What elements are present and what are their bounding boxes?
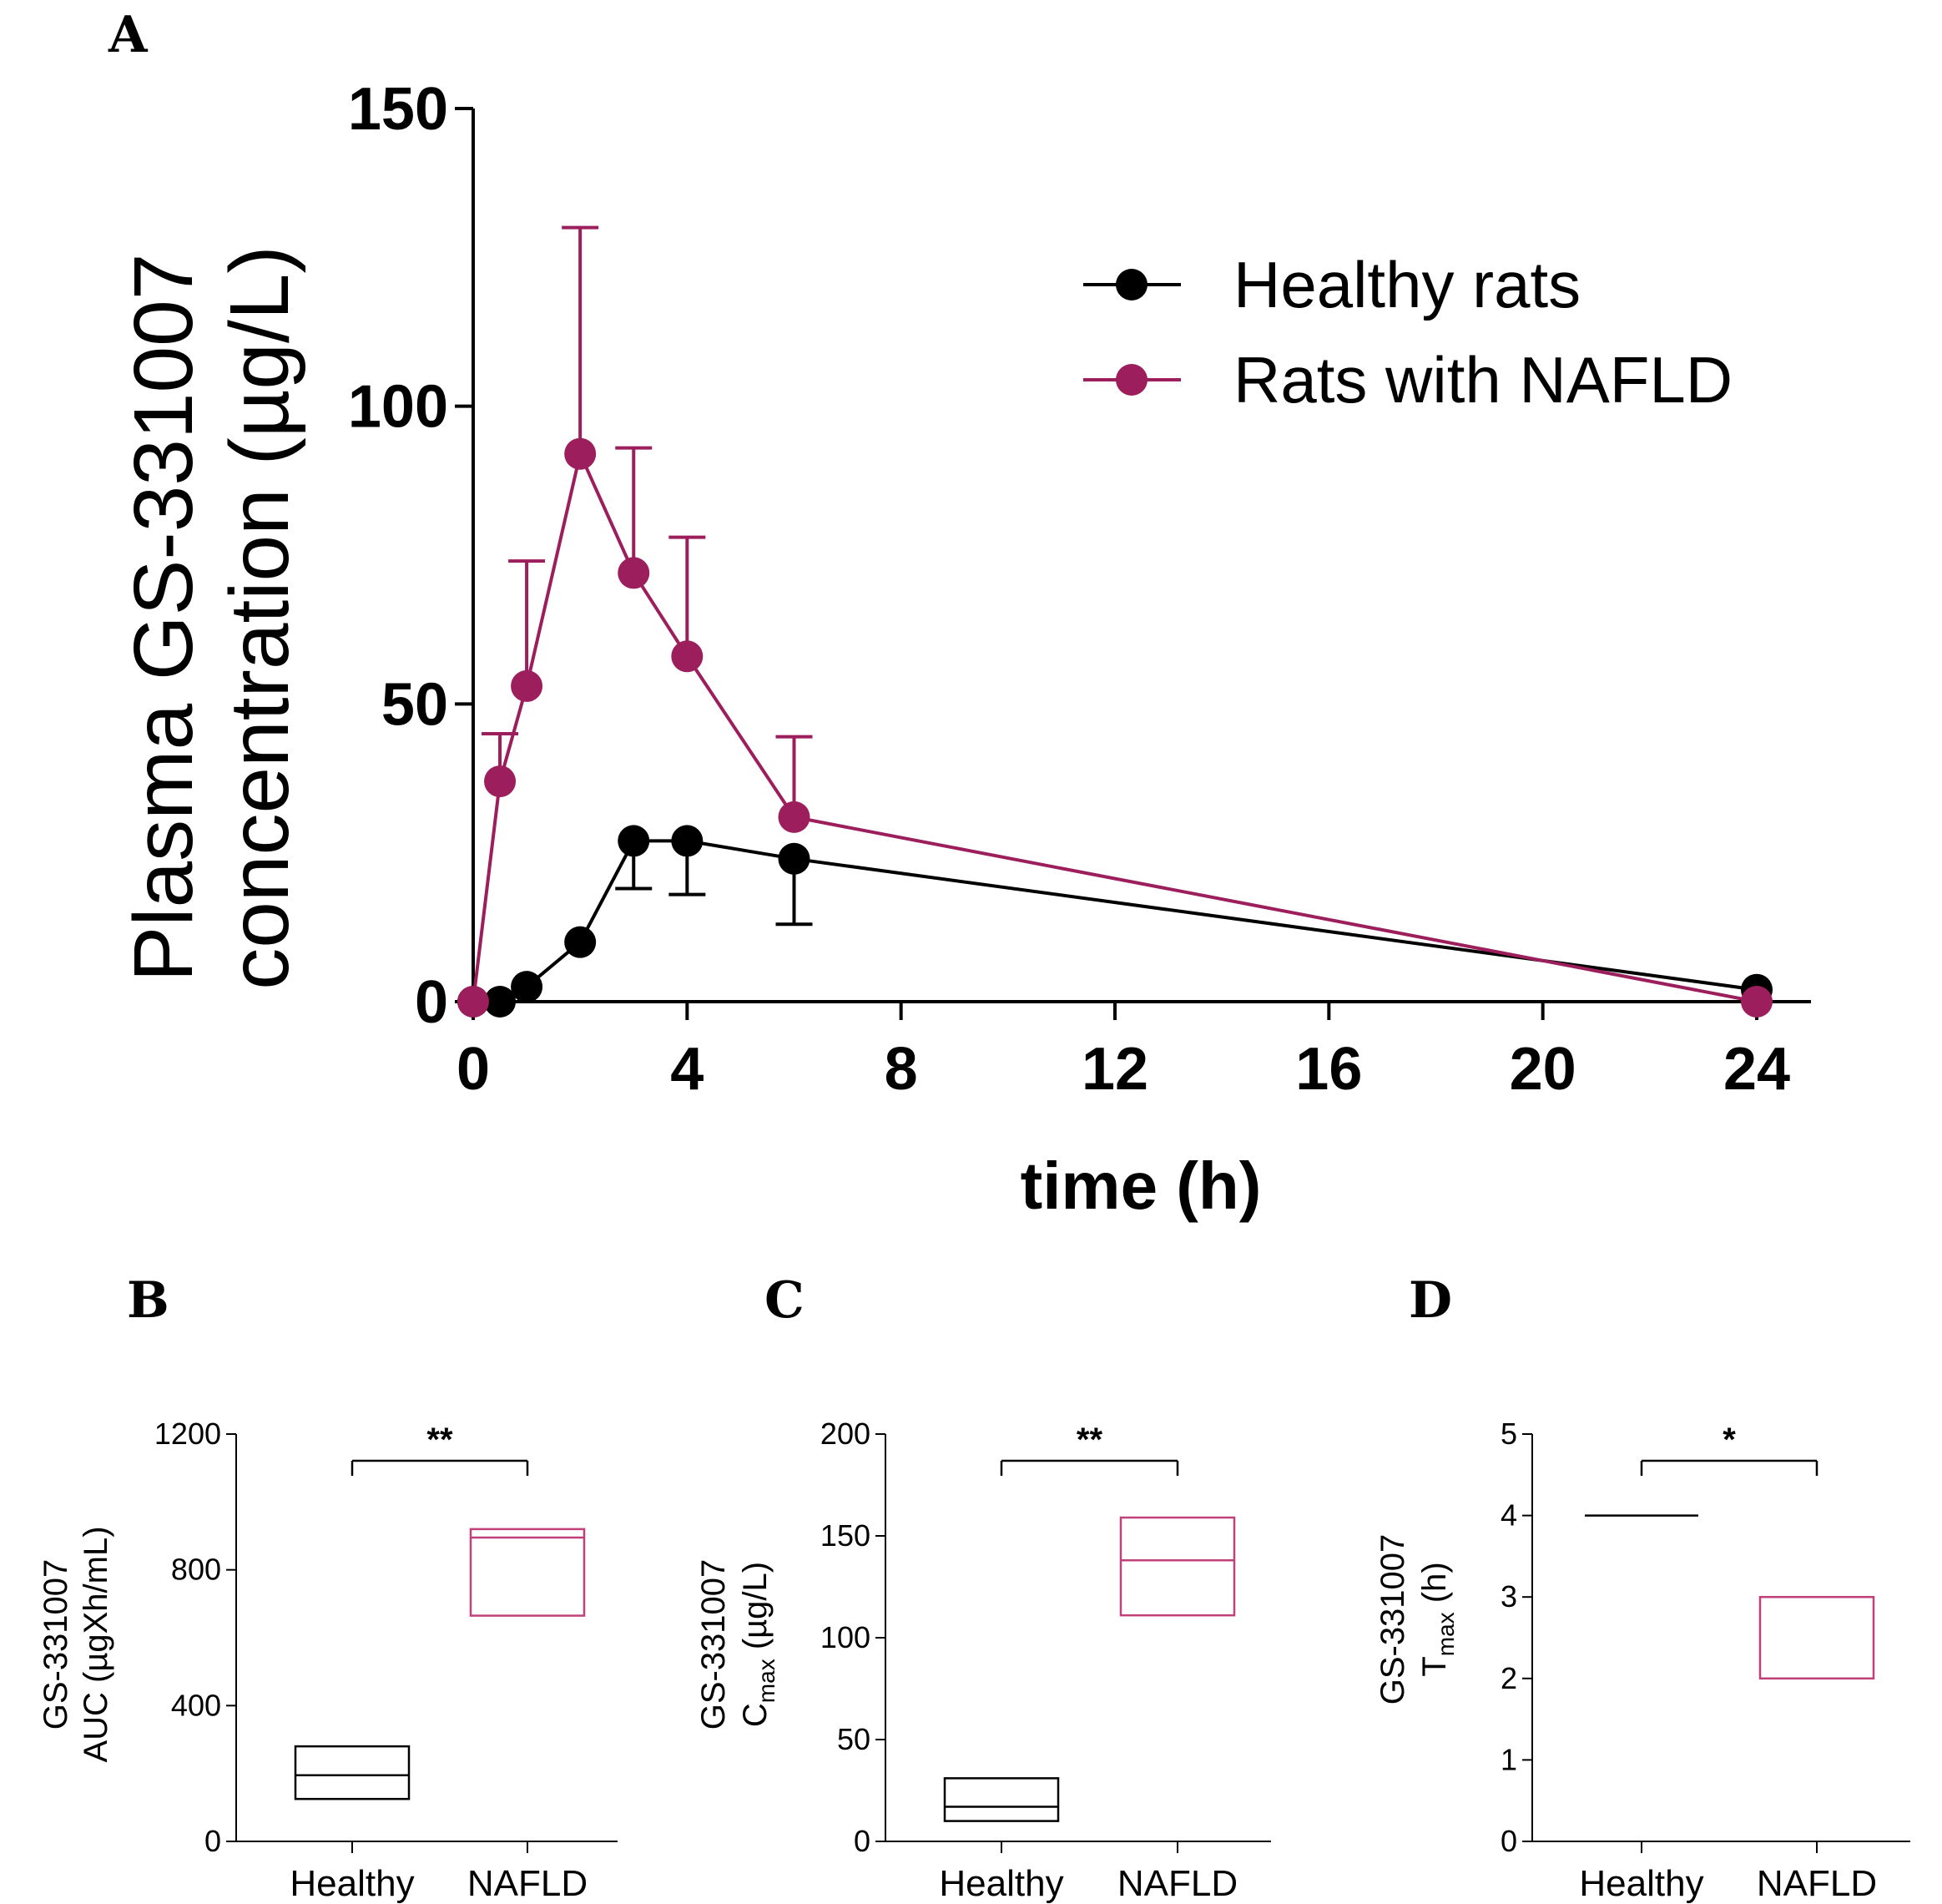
panel-d-ylabel-unit: (h) bbox=[1416, 1562, 1453, 1612]
data-point bbox=[1741, 986, 1773, 1018]
panel-a-y-tick-label: 50 bbox=[381, 671, 448, 738]
data-point bbox=[618, 825, 650, 857]
panel-c-ylabel-unit: (µg/L) bbox=[737, 1562, 774, 1659]
panel-c-x-tick-label: NAFLD bbox=[1117, 1863, 1238, 1904]
panel-b-plot: 0 400 800 1200 Healthy NAFLD ** bbox=[154, 1417, 618, 1904]
legend-marker-healthy bbox=[1116, 269, 1148, 300]
panel-c-box-healthy bbox=[943, 1777, 1060, 1822]
panel-a-x-tick-label: 8 bbox=[885, 1036, 918, 1103]
panel-d-box-nafld bbox=[1758, 1595, 1875, 1680]
legend-label-healthy: Healthy rats bbox=[1233, 248, 1581, 321]
data-point bbox=[618, 557, 650, 589]
data-point bbox=[564, 437, 597, 470]
panel-a-x-tick-label: 12 bbox=[1082, 1036, 1148, 1103]
panel-d-y-tick-label: 1 bbox=[1501, 1742, 1517, 1776]
panel-a-x-tick-label: 24 bbox=[1723, 1036, 1790, 1103]
panel-a-line-chart: 0 50 100 150 0 4 8 12 16 20 24 Plasma GS-331007 co… bbox=[117, 76, 1811, 1223]
series-healthy bbox=[457, 825, 1773, 1018]
panel-c-ylabel-sub: max bbox=[754, 1659, 779, 1703]
data-point bbox=[484, 765, 517, 798]
panel-label-c: C bbox=[764, 1271, 805, 1330]
series-nafld bbox=[457, 225, 1773, 1018]
panel-c-y-tick-label: 100 bbox=[820, 1620, 870, 1654]
panel-b-ylabel-line2: AUC (µgXh/mL) bbox=[78, 1526, 114, 1762]
panel-c-box-chart: 0 50 100 150 200 Healthy NAFLD ** GS-331007 Cma… bbox=[695, 1417, 1271, 1904]
panel-b-x-tick-label: NAFLD bbox=[467, 1863, 588, 1904]
data-point bbox=[671, 640, 704, 673]
panel-a-xlabel: time (h) bbox=[1021, 1149, 1262, 1223]
data-point bbox=[671, 825, 704, 857]
panel-a-ylabel-line2: concentration (µg/L) bbox=[213, 245, 306, 989]
panel-c-y-tick-label: 50 bbox=[837, 1722, 870, 1756]
panel-b-y-tick-label: 800 bbox=[171, 1553, 221, 1587]
panel-a-x-tick-label: 4 bbox=[670, 1036, 704, 1103]
panel-a-y-tick-label: 150 bbox=[348, 76, 448, 143]
panel-a-y-tick-label: 100 bbox=[348, 374, 448, 441]
panel-d-x-tick-label: NAFLD bbox=[1757, 1863, 1877, 1904]
panel-b-box-nafld bbox=[469, 1528, 586, 1617]
panel-c-ylabel-line1: GS-331007 bbox=[695, 1559, 732, 1730]
panel-d-ylabel-line1: GS-331007 bbox=[1375, 1534, 1411, 1705]
panel-c-ylabel-line2: Cmax (µg/L) bbox=[737, 1562, 779, 1727]
data-point bbox=[564, 926, 597, 958]
panel-c-y-tick-label: 200 bbox=[820, 1417, 870, 1451]
panel-d-ylabel-main: T bbox=[1416, 1656, 1453, 1676]
data-point bbox=[511, 971, 543, 1003]
data-point bbox=[511, 669, 543, 702]
panel-a-x-tick-label: 0 bbox=[456, 1036, 490, 1103]
panel-b-x-tick-label: Healthy bbox=[290, 1863, 414, 1904]
panel-a-x-tick-label: 20 bbox=[1510, 1036, 1576, 1103]
panel-a-ylabel-line1: Plasma GS-331007 bbox=[117, 254, 210, 982]
legend-label-nafld: Rats with NAFLD bbox=[1233, 343, 1733, 417]
panel-c-plot: 0 50 100 150 200 Healthy NAFLD ** bbox=[820, 1417, 1271, 1904]
panel-d-significance: * bbox=[1723, 1422, 1736, 1458]
panel-d-y-tick-label: 2 bbox=[1501, 1661, 1517, 1695]
panel-label-d: D bbox=[1409, 1271, 1452, 1330]
panel-d-y-tick-label: 5 bbox=[1501, 1417, 1517, 1451]
panel-d-ylabel-line2: Tmax (h) bbox=[1416, 1562, 1459, 1676]
panel-d-plot: 0 1 2 3 4 5 Healthy NAFLD * bbox=[1501, 1417, 1910, 1904]
panel-c-box-nafld bbox=[1119, 1516, 1236, 1617]
data-point bbox=[778, 842, 810, 875]
panel-label-a: A bbox=[108, 6, 149, 64]
panel-a-legend: Healthy rats Rats with NAFLD bbox=[1083, 248, 1733, 417]
panel-d-ylabel-sub: max bbox=[1433, 1612, 1459, 1656]
panel-c-x-tick-label: Healthy bbox=[939, 1863, 1063, 1904]
panel-label-b: B bbox=[127, 1271, 169, 1330]
panel-d-y-tick-label: 4 bbox=[1501, 1498, 1517, 1533]
panel-a-y-tick-label: 0 bbox=[415, 969, 448, 1036]
panel-d-box-chart: 0 1 2 3 4 5 Healthy NAFLD * GS-331007 Tmax (h) bbox=[1375, 1417, 1910, 1904]
legend-marker-nafld bbox=[1116, 364, 1148, 396]
panel-c-ylabel-main: C bbox=[737, 1703, 774, 1727]
series-line bbox=[473, 839, 1758, 1003]
panel-b-significance: ** bbox=[426, 1422, 453, 1458]
panel-c-y-tick-label: 0 bbox=[854, 1824, 870, 1858]
panel-c-y-tick-label: 150 bbox=[820, 1518, 870, 1553]
data-point bbox=[484, 986, 517, 1018]
panel-a-x-tick-label: 16 bbox=[1295, 1036, 1362, 1103]
panel-b-box-chart: 0 400 800 1200 Healthy NAFLD ** GS-331007 AUC … bbox=[38, 1417, 618, 1904]
panel-b-ylabel-line1: GS-331007 bbox=[38, 1559, 74, 1730]
panel-a-axes: 0 50 100 150 0 4 8 12 16 20 24 bbox=[348, 76, 1811, 1103]
panel-d-y-tick-label: 3 bbox=[1501, 1579, 1517, 1614]
series-line bbox=[472, 448, 1758, 1003]
panel-c-significance: ** bbox=[1077, 1422, 1103, 1458]
panel-b-y-tick-label: 400 bbox=[171, 1688, 221, 1722]
panel-d-x-tick-label: Healthy bbox=[1579, 1863, 1703, 1904]
panel-a-series bbox=[457, 225, 1773, 1018]
panel-b-y-tick-label: 1200 bbox=[154, 1417, 221, 1451]
data-point bbox=[778, 800, 810, 833]
panel-d-y-tick-label: 0 bbox=[1501, 1824, 1517, 1858]
panel-b-box-healthy bbox=[294, 1745, 411, 1800]
panel-b-y-tick-label: 0 bbox=[204, 1824, 221, 1858]
data-point bbox=[457, 986, 489, 1018]
